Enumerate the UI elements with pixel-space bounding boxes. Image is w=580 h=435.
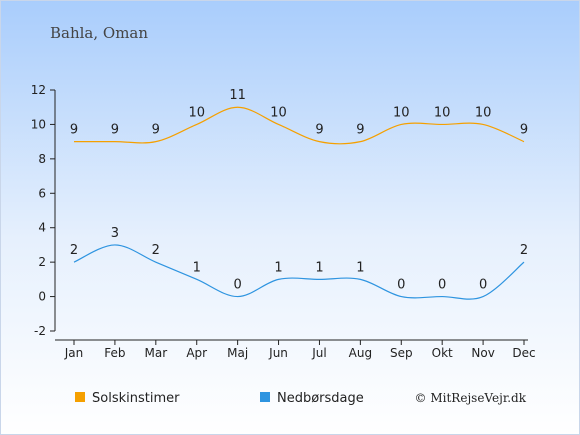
data-label: 2 (520, 243, 528, 258)
y-tick-label: -2 (34, 324, 46, 338)
x-tick-label: Nov (471, 346, 494, 360)
data-label: 2 (152, 243, 160, 258)
series-lines (73, 106, 525, 300)
data-label: 1 (193, 260, 201, 275)
credit-text: © MitRejseVejr.dk (415, 391, 527, 405)
y-tick-label: 2 (38, 255, 46, 269)
legend-swatch (260, 392, 270, 402)
data-label: 0 (233, 278, 241, 293)
data-label: 10 (393, 105, 410, 120)
x-tick-label: Feb (104, 346, 125, 360)
x-tick-label: Aug (349, 346, 372, 360)
x-tick-label: Jan (64, 346, 84, 360)
y-tick-label: 4 (38, 221, 46, 235)
data-label: 0 (479, 278, 487, 293)
series-line-1 (74, 106, 525, 145)
x-tick-label: Sep (390, 346, 413, 360)
data-label: 9 (315, 123, 323, 138)
x-tick-label: Mar (144, 346, 167, 360)
data-label: 9 (111, 123, 119, 138)
data-label: 2 (70, 243, 78, 258)
data-label: 10 (434, 105, 451, 120)
data-label: 10 (475, 105, 492, 120)
x-tick-label: Apr (186, 346, 207, 360)
legend-label: Solskinstimer (92, 391, 180, 406)
data-label: 11 (229, 88, 246, 103)
chart-title: Bahla, Oman (50, 24, 148, 42)
legend: Solskinstimer Nedbørsdage (75, 391, 364, 406)
series-line-2 (73, 244, 525, 300)
data-label: 1 (356, 260, 364, 275)
data-label: 0 (438, 278, 446, 293)
x-tick-label: Okt (432, 346, 453, 360)
data-label: 10 (188, 105, 205, 120)
x-tick-label: Jul (311, 346, 326, 360)
data-label: 0 (397, 278, 405, 293)
data-label: 1 (315, 260, 323, 275)
data-label: 9 (152, 123, 160, 138)
data-label: 10 (270, 105, 287, 120)
x-tick-label: Maj (227, 346, 248, 360)
y-tick-label: 12 (31, 83, 46, 97)
data-label: 1 (274, 260, 282, 275)
x-tick-label: Jun (268, 346, 288, 360)
data-label: 9 (356, 123, 364, 138)
data-label: 9 (520, 123, 528, 138)
y-tick-label: 0 (38, 290, 46, 304)
legend-swatch (75, 392, 85, 402)
data-label: 3 (111, 226, 119, 241)
y-tick-label: 8 (38, 152, 46, 166)
x-tick-label: Dec (512, 346, 535, 360)
y-tick-label: 6 (38, 186, 46, 200)
y-tick-label: 10 (31, 117, 46, 131)
legend-label: Nedbørsdage (277, 391, 364, 406)
data-label: 9 (70, 123, 78, 138)
